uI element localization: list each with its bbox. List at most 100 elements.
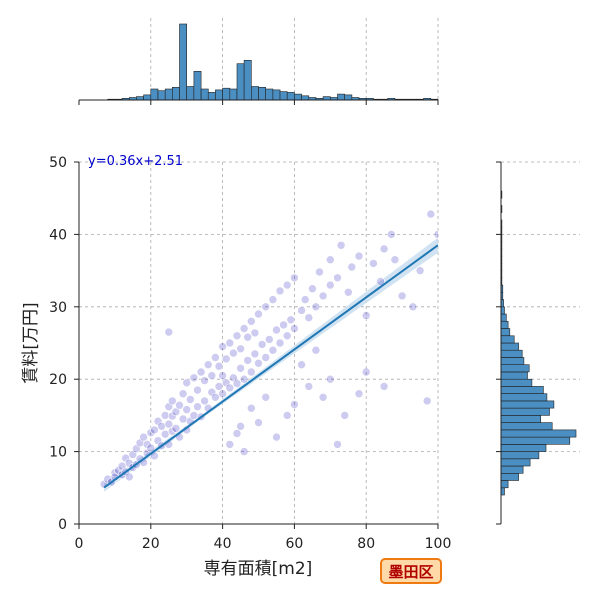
x-marginal-bar	[243, 59, 252, 101]
scatter-plot: 0 20 40 60 80 100 0 10 20 30 40 50 y=0.36x+2.51 専有…	[21, 154, 451, 579]
y-marginal-bar	[500, 400, 555, 409]
y-marginal-bar	[500, 415, 542, 423]
data-point	[243, 332, 252, 342]
y-marginal-bar	[500, 407, 550, 416]
data-point	[189, 373, 199, 383]
data-point	[268, 345, 278, 355]
data-point	[225, 338, 235, 348]
x-marginal-bar	[172, 87, 180, 101]
y-tick-label: 0	[58, 517, 67, 533]
data-point	[354, 389, 364, 399]
y-tick-label: 30	[49, 300, 67, 316]
x-marginal-bar	[193, 71, 202, 101]
data-point	[340, 411, 350, 420]
data-point	[207, 387, 217, 397]
x-marginal-bar	[251, 86, 259, 101]
data-point	[426, 209, 436, 219]
data-point	[250, 349, 260, 359]
data-point	[239, 324, 249, 333]
data-point	[168, 396, 177, 406]
regression-band	[104, 237, 438, 492]
regression-confidence-band	[104, 237, 438, 492]
data-point	[286, 315, 296, 325]
data-point	[189, 411, 199, 420]
x-marginal-bar	[337, 93, 345, 101]
data-point	[150, 425, 159, 435]
regression-line	[103, 244, 438, 489]
x-axis-ticks: 0 20 40 60 80 100	[75, 524, 451, 552]
data-point	[325, 280, 335, 290]
x-marginal-bar	[272, 89, 281, 101]
data-point	[207, 371, 217, 380]
x-marginal-bar	[222, 87, 231, 101]
data-point	[415, 266, 425, 275]
data-point	[361, 367, 371, 377]
data-point	[369, 259, 378, 268]
data-point	[114, 466, 123, 475]
data-point	[308, 284, 317, 294]
data-point	[160, 411, 170, 420]
y-marginal-bar	[500, 444, 547, 452]
data-point	[250, 328, 260, 338]
data-point	[336, 241, 346, 250]
x-marginal-bar	[258, 87, 266, 101]
regression-equation: y=0.36x+2.51	[88, 154, 183, 169]
scatter-grid	[79, 161, 439, 524]
x-marginal-bar	[150, 88, 159, 101]
data-point	[247, 403, 256, 413]
data-point	[257, 340, 267, 349]
data-point	[236, 344, 245, 354]
data-point	[272, 432, 281, 442]
data-point	[221, 378, 231, 388]
x-marginal-bar	[279, 91, 288, 101]
data-point	[333, 440, 342, 449]
data-point	[168, 411, 177, 421]
x-marginal-bar	[136, 96, 144, 101]
data-point	[211, 392, 220, 402]
data-point	[125, 472, 134, 482]
data-point	[318, 392, 328, 402]
x-marginal-bar	[207, 92, 216, 101]
data-point	[121, 453, 130, 463]
y-marginal-bar	[500, 378, 533, 387]
scatter-points	[99, 209, 438, 489]
data-point	[139, 432, 148, 442]
data-point	[171, 407, 181, 417]
x-marginal-bar	[143, 94, 152, 101]
y-axis-ticks: 0 10 20 30 40 50	[49, 155, 79, 533]
data-point	[361, 311, 371, 320]
x-tick-label: 40	[214, 536, 232, 552]
x-tick-label: 60	[285, 536, 303, 552]
data-point	[221, 354, 231, 364]
y-marginal-bars	[500, 190, 577, 496]
data-point	[290, 324, 299, 333]
data-point	[264, 335, 274, 344]
x-tick-label: 0	[75, 536, 84, 552]
data-point	[203, 360, 213, 370]
ward-badge: 墨田区	[380, 558, 442, 584]
data-point	[232, 331, 242, 341]
x-tick-label: 20	[142, 536, 160, 552]
x-marginal-bar	[157, 90, 166, 101]
data-point	[333, 273, 342, 283]
data-point	[103, 474, 112, 484]
x-marginal-grid	[150, 18, 439, 100]
x-marginal-bar	[344, 94, 353, 101]
data-point	[282, 331, 292, 341]
x-marginal-bar	[164, 88, 173, 101]
data-point	[290, 400, 299, 409]
data-point	[182, 378, 191, 388]
data-point	[146, 443, 156, 453]
data-point	[354, 251, 364, 261]
data-point	[146, 428, 156, 438]
data-point	[247, 316, 256, 326]
data-point	[300, 295, 310, 304]
data-point	[236, 421, 245, 431]
data-point	[157, 421, 166, 431]
y-tick-label: 20	[49, 372, 67, 388]
data-point	[200, 376, 209, 385]
data-point	[275, 286, 285, 296]
data-point	[193, 402, 202, 412]
x-axis-label: 専有面積[m2]	[204, 559, 313, 579]
